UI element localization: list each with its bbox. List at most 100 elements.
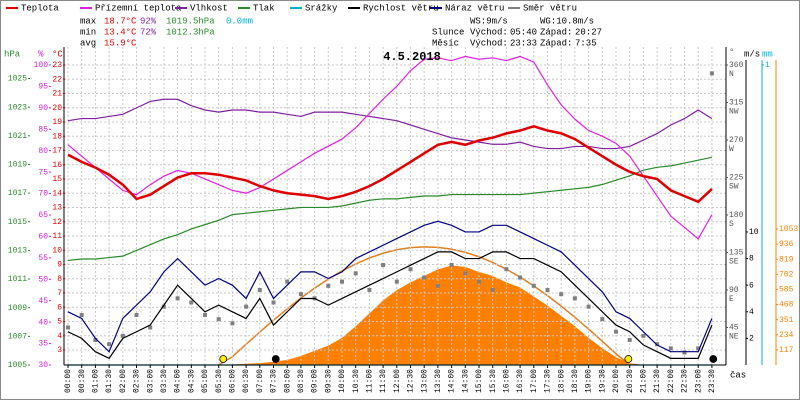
- series-line: [67, 251, 713, 360]
- x-tick-label: 04:30: [187, 369, 196, 393]
- direction-marker: [353, 271, 358, 276]
- x-tick-label: 07:30: [270, 369, 279, 393]
- direction-marker: [66, 325, 70, 330]
- direction-marker: [298, 292, 303, 297]
- y-tick-label: 75: [38, 168, 48, 177]
- direction-label: N: [729, 70, 734, 79]
- x-tick-label: 12:30: [407, 369, 416, 393]
- y-tick-label: 95: [38, 83, 48, 92]
- moon-set: 7:35: [575, 38, 597, 48]
- direction-marker: [148, 325, 153, 330]
- y-tick-label: 234: [779, 331, 794, 340]
- direction-marker: [244, 304, 249, 309]
- direction-label: SW: [729, 183, 739, 192]
- sun-label: Slunce: [432, 27, 464, 37]
- y-tick-label: 180: [729, 211, 744, 220]
- y-tick-label: 50: [38, 275, 48, 284]
- y-tick-label: 12: [52, 218, 62, 227]
- legend-label: Vlhkost: [190, 3, 228, 13]
- direction-marker: [175, 296, 180, 301]
- moon-rise: 23:33: [510, 38, 537, 48]
- x-tick-label: 01:30: [105, 369, 114, 393]
- x-tick-label: 08:30: [297, 369, 306, 393]
- y-tick-label: 45: [38, 297, 48, 306]
- y-tick-label: 5: [57, 318, 62, 327]
- x-tick-label: 23:30: [708, 369, 717, 393]
- y-tick-label: 585: [779, 286, 794, 295]
- direction-marker: [435, 283, 440, 288]
- legend-label: Náraz větru: [445, 3, 504, 13]
- direction-marker: [257, 288, 262, 292]
- direction-marker: [627, 338, 632, 342]
- axis-title: hPa: [4, 49, 21, 59]
- axis-title: %: [38, 49, 44, 59]
- y-tick-label: 11: [52, 232, 62, 241]
- wind-gust-max: WG:10.8m/s: [540, 16, 594, 26]
- direction-marker: [655, 342, 660, 347]
- x-tick-label: 18:30: [571, 369, 580, 393]
- y-tick-label: 1013: [8, 247, 27, 256]
- direction-marker: [531, 283, 536, 288]
- sun-rise-marker: [219, 355, 228, 363]
- direction-marker: [572, 296, 577, 301]
- y-tick-label: 8: [57, 275, 62, 284]
- direction-marker: [79, 313, 84, 317]
- direction-marker: [682, 350, 687, 355]
- direction-marker: [340, 279, 344, 284]
- x-tick-label: 06:30: [242, 369, 251, 393]
- legend-label: Tlak: [253, 3, 275, 13]
- axis-title: mm: [762, 49, 773, 59]
- direction-marker: [161, 304, 166, 309]
- y-tick-label: 10: [52, 246, 62, 255]
- x-tick-label: 14:30: [461, 369, 470, 393]
- direction-marker: [285, 279, 290, 284]
- legend-label: Rychlost větru: [363, 3, 439, 13]
- y-tick-label: 3: [57, 346, 62, 355]
- direction-marker: [504, 267, 509, 272]
- y-tick-label: 10: [749, 228, 759, 237]
- y-tick-label: 30: [38, 361, 48, 370]
- stat-press: 1019.5hPa: [166, 16, 215, 26]
- direction-marker: [422, 275, 427, 280]
- series-line: [67, 98, 713, 150]
- x-tick-label: 00:00: [64, 369, 73, 393]
- x-tick-label: 03:30: [160, 369, 169, 393]
- y-tick-label: 1011: [8, 275, 27, 284]
- x-tick-label: 02:30: [133, 369, 142, 393]
- direction-marker: [203, 313, 207, 317]
- x-tick-label: 14:00: [448, 369, 457, 393]
- header: Teplota Přízemní teplota Vlhkost Tlak Srážky…: [6, 3, 602, 48]
- direction-marker: [394, 279, 399, 284]
- direction-label: NW: [729, 108, 739, 117]
- direction-marker: [586, 304, 591, 309]
- x-tick-label: 20:30: [626, 369, 635, 393]
- y-tick-label: 117: [779, 346, 794, 355]
- x-tick-label: 18:00: [557, 369, 566, 393]
- y-tick-label: 22: [52, 75, 62, 84]
- y-tick-label: 1019: [8, 161, 27, 170]
- legend-label: Teplota: [21, 3, 59, 13]
- stat-label: max: [80, 16, 96, 26]
- direction-label: NE: [729, 333, 739, 342]
- stat-label: avg: [80, 38, 96, 48]
- legend-label: Srážky: [305, 3, 338, 13]
- direction-marker: [449, 263, 454, 267]
- stat-temp: 13.4°C: [104, 27, 137, 37]
- series-line: [67, 220, 713, 353]
- direction-marker: [641, 333, 646, 338]
- sun-set-label: Západ:: [540, 27, 572, 37]
- stat-rain: 0.0mm: [226, 16, 253, 26]
- wind-speed-max: WS:9m/s: [470, 16, 508, 26]
- direction-marker: [408, 267, 413, 272]
- y-tick-label: 14: [52, 189, 62, 198]
- y-tick-label: 9: [57, 261, 62, 270]
- x-tick-label: 05:00: [201, 369, 210, 393]
- sun-set-marker: [624, 355, 633, 363]
- y-tick-label: 20: [52, 104, 62, 113]
- sun-rise: 05:40: [510, 27, 537, 37]
- direction-label: SE: [729, 258, 739, 267]
- y-tick-label: 936: [779, 240, 794, 249]
- y-tick-label: 17: [52, 147, 62, 156]
- y-tick-label: 360: [729, 61, 744, 70]
